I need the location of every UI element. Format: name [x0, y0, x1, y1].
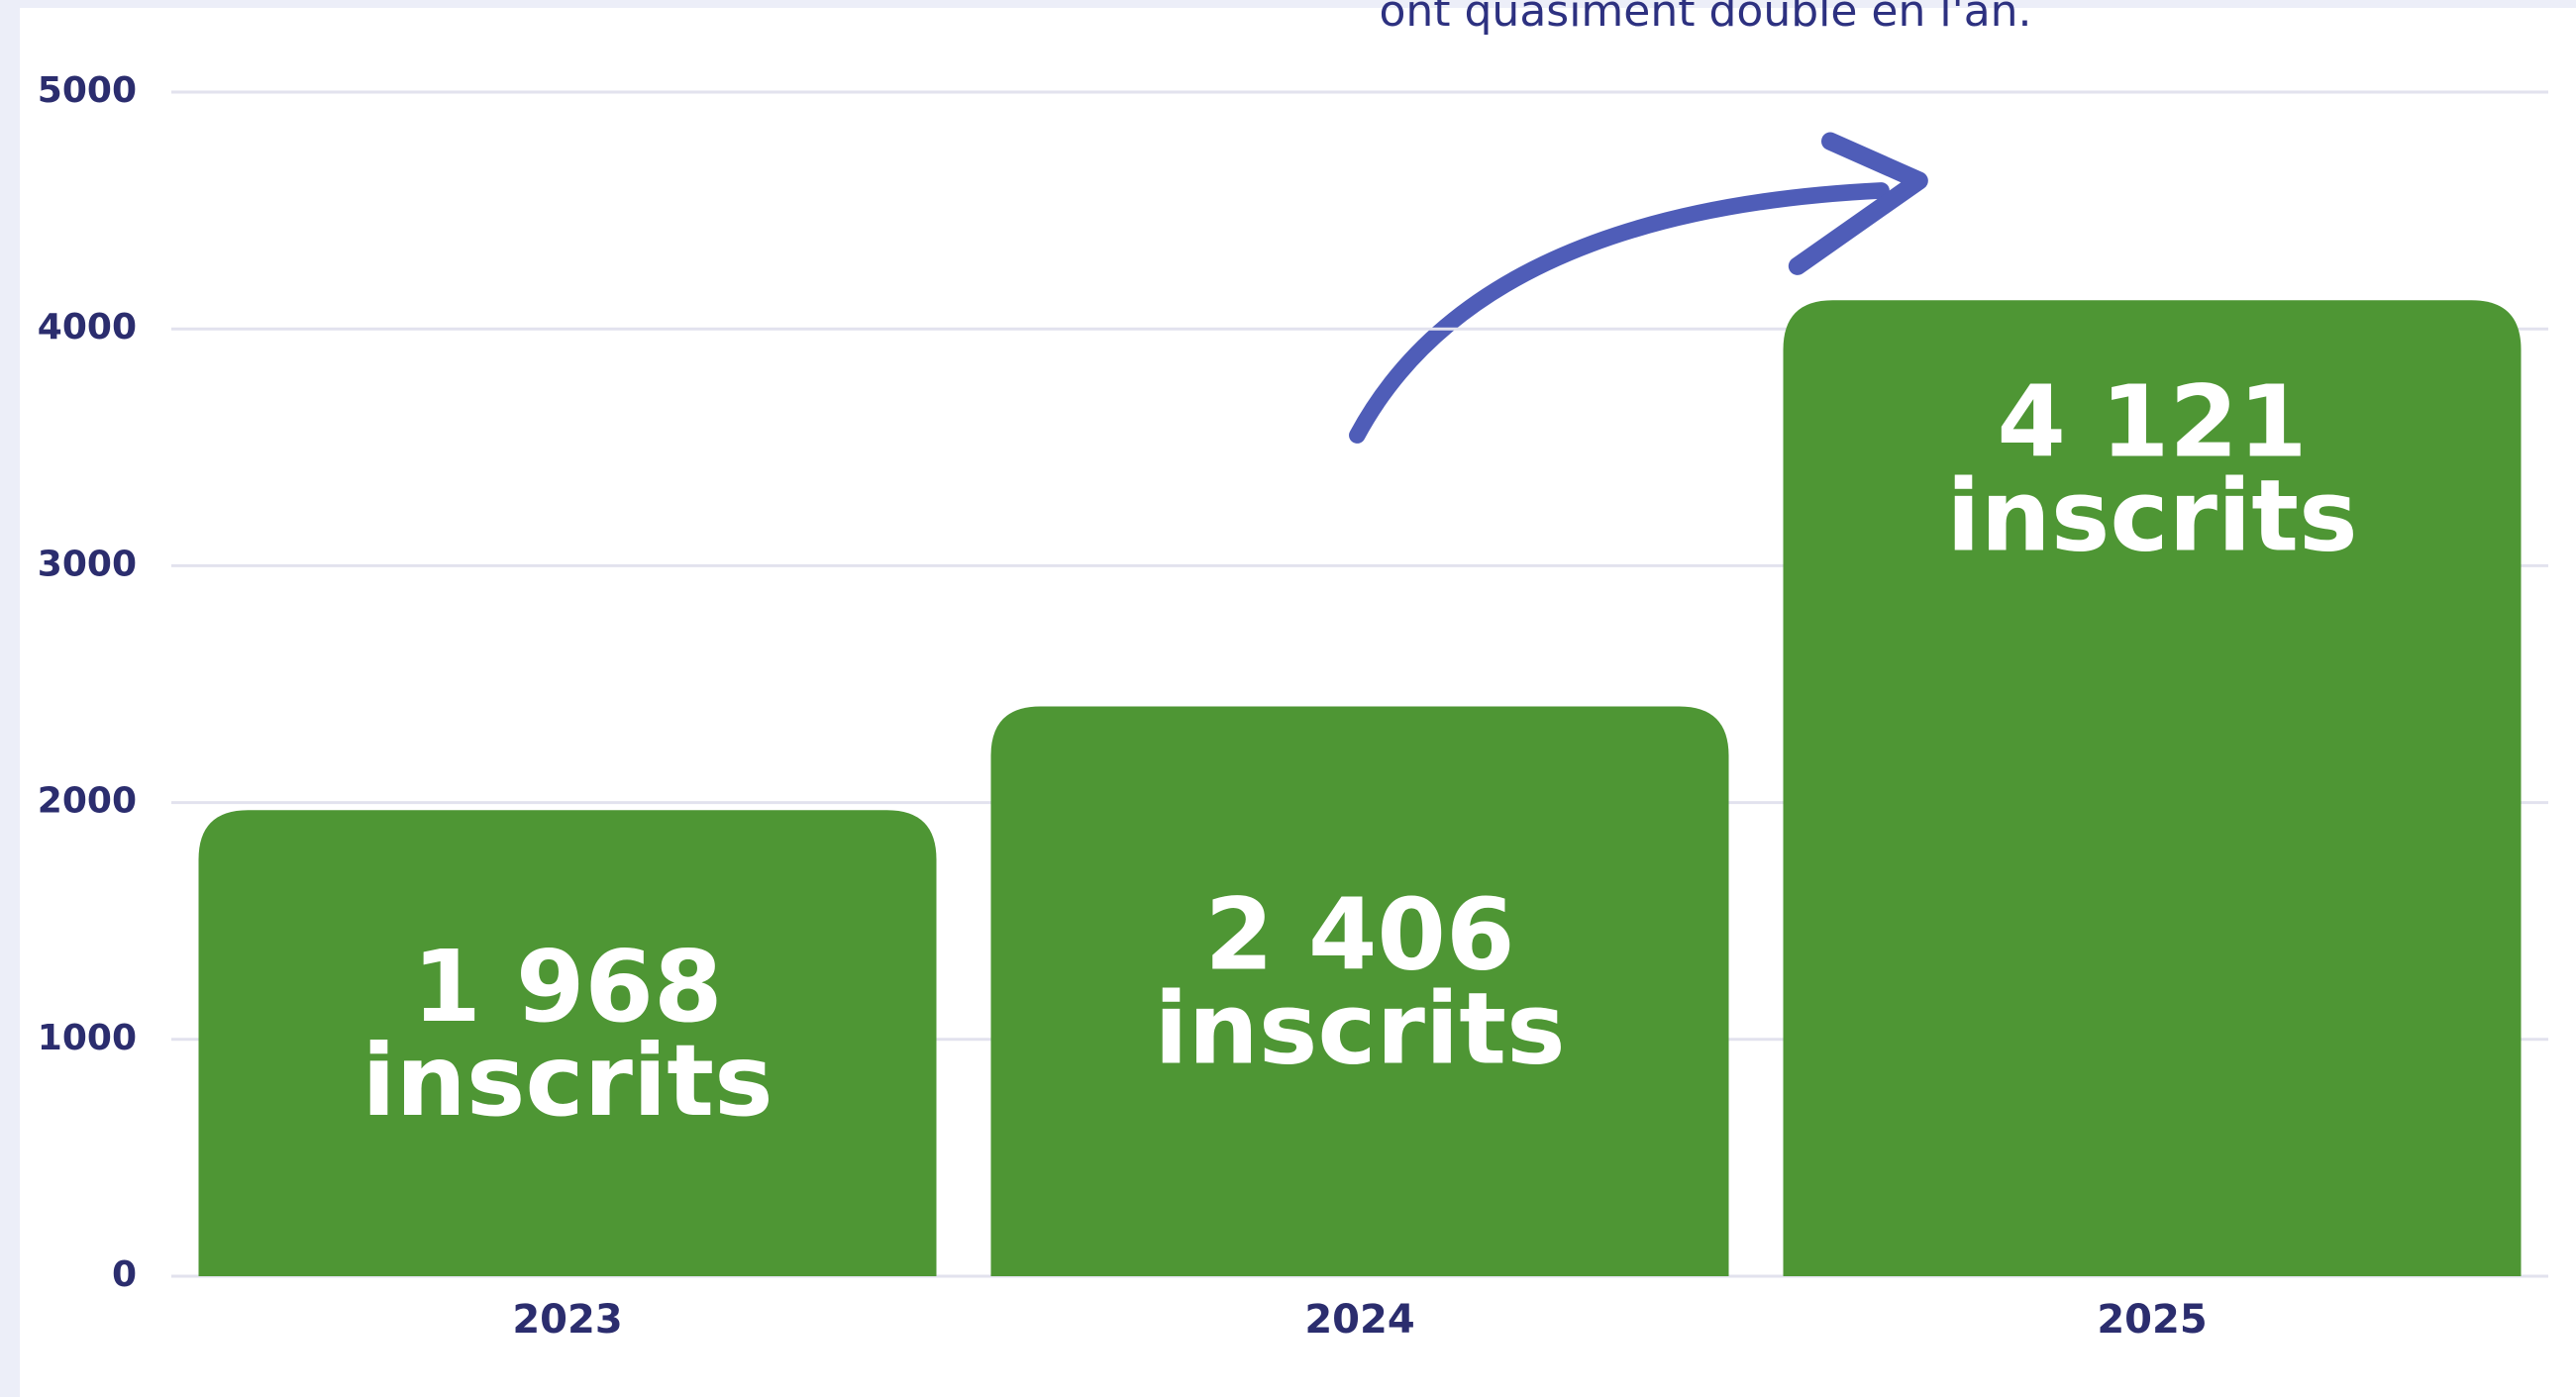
- y-tick-label: 5000: [38, 70, 137, 111]
- value-label-unit: inscrits: [1154, 971, 1565, 1087]
- annotation: ont quasiment doublé en l'an.: [1379, 0, 2031, 37]
- bar: [198, 810, 937, 1276]
- x-tick-label: 2023: [512, 1297, 622, 1343]
- value-label: 1 968: [412, 929, 722, 1045]
- y-tick-label: 0: [112, 1254, 137, 1295]
- value-label-unit: inscrits: [361, 1023, 773, 1139]
- value-label: 2 406: [1204, 877, 1514, 993]
- arrow-shaft: [1349, 182, 1890, 444]
- bar: [990, 706, 1729, 1276]
- y-tick-label: 4000: [38, 307, 137, 348]
- x-tick-label: 2024: [1304, 1297, 1414, 1343]
- arrow: [1349, 132, 1928, 444]
- value-label-unit: inscrits: [1946, 458, 2357, 574]
- y-tick-label: 3000: [38, 544, 137, 584]
- x-tick-label: 2025: [2097, 1297, 2207, 1343]
- bar: [1783, 300, 2522, 1276]
- arrow-head: [1788, 132, 1928, 275]
- value-label: 4 121: [1997, 364, 2307, 480]
- y-tick-label: 1000: [38, 1018, 137, 1058]
- y-tick-label: 2000: [38, 781, 137, 822]
